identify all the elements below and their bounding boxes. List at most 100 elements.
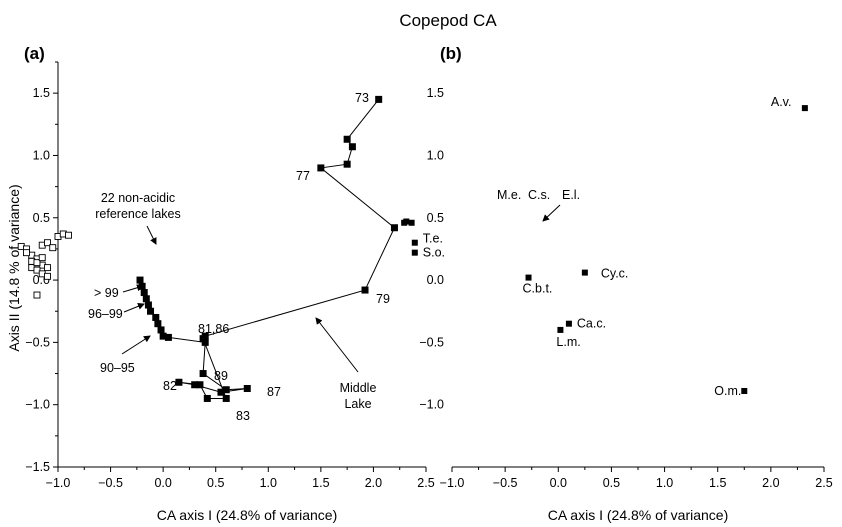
reference-lake-point (23, 249, 30, 257)
middle-lake-point (243, 384, 251, 392)
a-x-tick-label: 1.5 (312, 476, 329, 490)
panel-b-x-axis-title: CA axis I (24.8% of variance) (548, 507, 729, 523)
species-point (581, 269, 588, 276)
middle-lake-point (199, 370, 207, 378)
panel-b-species-points: A.v. M.e. C.s. E.l. T.e.S.o. Cy.c. C.b.t. Ca.c.… (401, 95, 808, 398)
a-x-tick-label: −0.5 (98, 476, 123, 490)
species-label: A.v. (771, 95, 792, 109)
label-middle-lake-line1: Middle (340, 381, 377, 395)
middle-lake-point (203, 394, 211, 402)
species-label: Ca.c. (577, 317, 606, 331)
middle-lake-trajectory-line (139, 99, 396, 399)
panel-a-label: (a) (24, 44, 45, 63)
middle-lake-point (136, 276, 144, 284)
reference-lake-point (44, 239, 51, 247)
species-point (408, 219, 415, 226)
species-label: L.m. (556, 335, 580, 349)
middle-lake-point (343, 135, 351, 143)
panel-a-y-axis-title: Axis II (14.8 % of variance) (6, 184, 22, 351)
arrow-gt99 (122, 284, 144, 293)
species-label: S.o. (423, 246, 445, 260)
reference-lakes-label-line1: 22 non-acidic (101, 191, 175, 205)
middle-lake-point (154, 320, 162, 328)
species-point (741, 387, 748, 394)
middle-lake-point (140, 289, 148, 297)
middle-lake-point (142, 295, 150, 303)
b-y-tick-label: 1.5 (427, 86, 444, 100)
middle-lake-point (390, 224, 398, 232)
year-label: 81,86 (198, 322, 229, 336)
year-label: 82 (163, 379, 177, 393)
middle-lake-point (152, 313, 160, 321)
b-x-tick-label: 0.0 (550, 476, 567, 490)
middle-lake-point (175, 378, 183, 386)
a-y-tick-label: 1.0 (33, 148, 50, 162)
year-label: 73 (355, 91, 369, 105)
species-label: M.e. (497, 188, 521, 202)
middle-lake-point (201, 332, 209, 340)
panel-b-label: (b) (440, 44, 462, 63)
label-96-99: 96–99 (88, 307, 123, 321)
arrow-96-99 (123, 302, 145, 313)
b-x-tick-label: −1.0 (440, 476, 465, 490)
year-label: 77 (296, 169, 310, 183)
panel-a-y-ticks: −1.5−1.0−0.50.00.51.01.5 (25, 61, 58, 474)
b-y-tick-label: −1.0 (419, 398, 444, 412)
middle-lake-point (196, 381, 204, 389)
label-90-95: 90–95 (100, 361, 135, 375)
middle-lake-point (144, 301, 152, 309)
species-label: T.e. (423, 232, 443, 246)
panel-a-x-axis-title: CA axis I (24.8% of variance) (157, 507, 338, 523)
year-label: 87 (267, 385, 281, 399)
reference-lake-point (49, 244, 57, 252)
panel-a-x-ticks: −1.0 −0.5 0.0 0.5 1.0 1.5 2.0 2.5 (46, 467, 435, 490)
reference-lakes-arrow (146, 225, 157, 245)
a-y-tick-label: −0.5 (25, 335, 50, 349)
b-x-tick-label: 1.0 (656, 476, 673, 490)
a-x-tick-label: 2.5 (417, 476, 434, 490)
species-point (565, 320, 572, 327)
panel-a: (a) −1.0 −0.5 0.0 0.5 1.0 1.5 2.0 2.5 −1.5−1.0−… (6, 44, 435, 523)
b-y-tick-label: −0.5 (419, 335, 444, 349)
b-y-tick-label: 0.0 (427, 273, 444, 287)
middle-lake-point (157, 326, 165, 334)
a-x-tick-label: 1.0 (260, 476, 277, 490)
reference-lake-point (33, 266, 41, 274)
middle-lake-point (217, 388, 225, 396)
a-y-tick-label: 1.5 (33, 86, 50, 100)
a-y-tick-label: −1.0 (25, 398, 50, 412)
arrow-90-95 (121, 335, 151, 355)
reference-lake-point (44, 272, 51, 280)
b-x-tick-label: 1.5 (709, 476, 726, 490)
species-label: C.b.t. (523, 282, 553, 296)
panel-a-trajectory (139, 99, 396, 399)
b-x-tick-label: 2.0 (762, 476, 779, 490)
species-label: O.m. (714, 384, 741, 398)
b-x-tick-label: 2.5 (815, 476, 832, 490)
a-x-tick-label: 0.5 (207, 476, 224, 490)
middle-lake-point (147, 307, 155, 315)
species-point (525, 274, 532, 281)
label-middle-lake-line2: Lake (344, 397, 371, 411)
year-label: 89 (214, 369, 228, 383)
species-label: E.l. (562, 188, 580, 202)
species-point (401, 219, 408, 226)
middle-lake-point (159, 332, 167, 340)
middle-lake-point (375, 95, 383, 103)
middle-lake-point (201, 338, 209, 346)
middle-lake-point (348, 143, 356, 151)
year-label: 83 (236, 409, 250, 423)
middle-lake-point (191, 381, 199, 389)
arrow-middle-lake (315, 317, 359, 373)
reference-lake-point (33, 291, 41, 299)
middle-lake-point (343, 160, 351, 168)
figure-title: Copepod CA (399, 11, 497, 30)
middle-lake-point (317, 164, 325, 172)
species-point (411, 239, 418, 246)
panel-b-y-ticks: −1.0 −0.5 0.0 0.5 1.0 1.5 (419, 86, 444, 412)
a-x-tick-label: −1.0 (46, 476, 71, 490)
middle-lake-point (361, 286, 369, 294)
a-x-tick-label: 2.0 (365, 476, 382, 490)
species-point (557, 326, 564, 333)
